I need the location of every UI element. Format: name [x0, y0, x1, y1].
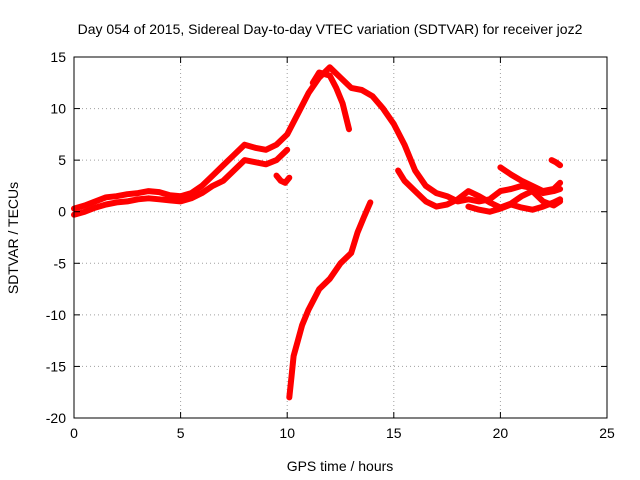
series-band — [71, 64, 564, 212]
series-track-g — [548, 157, 564, 169]
x-tick-label: 15 — [386, 425, 402, 441]
point-markers — [465, 196, 563, 215]
x-tick-label: 10 — [279, 425, 295, 441]
point-markers — [497, 164, 563, 194]
y-tick-labels: 15 10 5 0 -5 -10 -15 -20 — [46, 49, 66, 426]
y-tick-label: -15 — [46, 358, 66, 374]
point-markers — [310, 70, 352, 132]
x-tick-labels: 0 5 10 15 20 25 — [70, 425, 615, 441]
y-tick-label: 15 — [50, 49, 66, 65]
x-axis-label: GPS time / hours — [287, 458, 394, 474]
y-tick-label: 10 — [50, 101, 66, 117]
x-tick-label: 0 — [70, 425, 78, 441]
series-track-a — [71, 64, 564, 212]
y-axis-label: SDTVAR / TECUs — [5, 182, 21, 294]
data-series — [71, 64, 564, 401]
series-track-i — [286, 199, 374, 401]
x-tick-label: 25 — [599, 425, 615, 441]
series-track-c — [309, 69, 352, 133]
y-tick-label: -5 — [54, 255, 67, 271]
series-track-e — [465, 196, 564, 215]
point-markers — [549, 157, 563, 168]
grid — [74, 57, 607, 418]
series-track-f — [497, 164, 564, 195]
y-tick-label: 5 — [58, 152, 66, 168]
x-tick-label: 5 — [177, 425, 185, 441]
series-band — [286, 199, 374, 401]
point-markers — [274, 173, 292, 186]
chart-title: Day 054 of 2015, Sidereal Day-to-day VTE… — [78, 21, 583, 37]
y-tick-label: -20 — [46, 410, 66, 426]
series-track-h — [273, 172, 293, 186]
x-tick-label: 20 — [493, 425, 509, 441]
y-tick-label: -10 — [46, 307, 66, 323]
point-markers — [286, 199, 373, 400]
y-tick-label: 0 — [58, 204, 66, 220]
series-track-b — [71, 146, 291, 218]
axis-ticks — [73, 56, 608, 419]
plot-frame — [73, 56, 608, 419]
